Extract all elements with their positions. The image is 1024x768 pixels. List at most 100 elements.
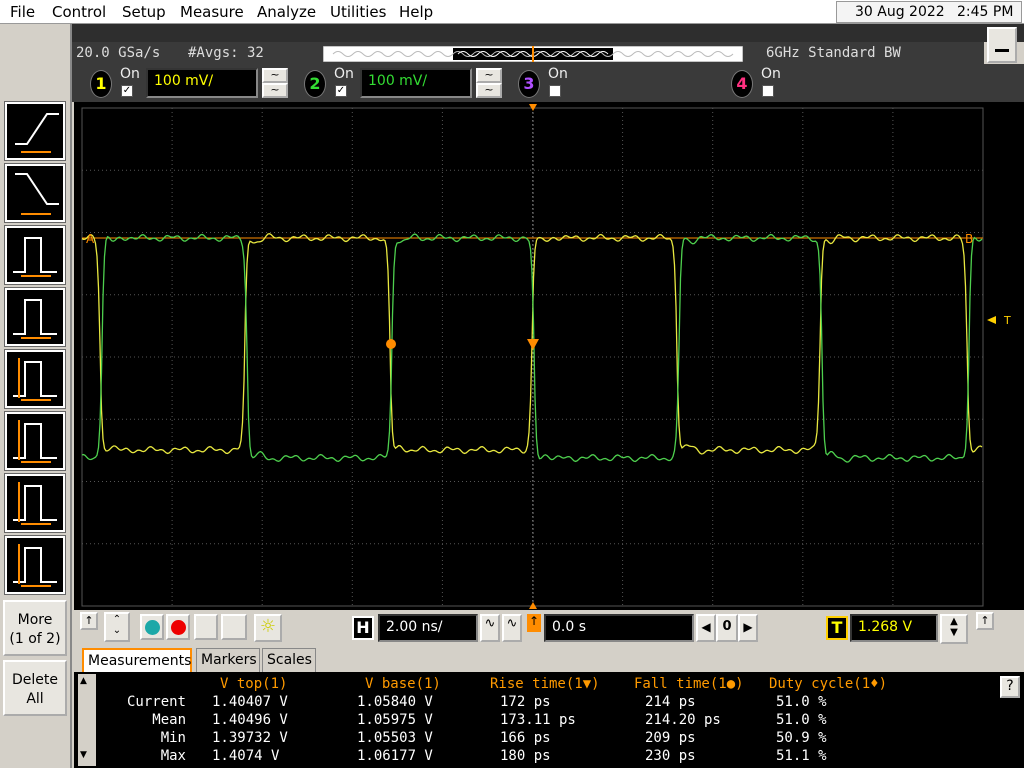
minimize-button[interactable] [987, 27, 1017, 63]
tab[interactable]: Scales [262, 648, 316, 672]
marker-a-label: A [86, 232, 95, 246]
trigger-label: T [1003, 314, 1011, 327]
measurement-value: 180 ps [500, 748, 551, 764]
menu-item[interactable]: File [10, 3, 36, 21]
rise-marker [527, 339, 539, 350]
timebase-position[interactable]: 0.0 s [544, 614, 694, 642]
measure-tool[interactable] [4, 225, 66, 285]
channel-badge[interactable]: 2 [304, 70, 326, 98]
color-button[interactable] [140, 614, 164, 640]
side-button[interactable] [3, 600, 67, 656]
measurement-value: 1.39732 V [212, 730, 288, 746]
help-button[interactable]: ? [1000, 676, 1020, 698]
step-value[interactable]: 0 [716, 614, 738, 642]
channel-badge[interactable]: 1 [90, 70, 112, 98]
measure-tool[interactable] [4, 473, 66, 533]
trigger-arrow [987, 316, 996, 324]
autoscale-button[interactable]: ☼ [254, 614, 282, 642]
tab[interactable]: Measurements [82, 648, 192, 672]
menu-item[interactable]: Measure [180, 3, 244, 21]
scroll-up[interactable]: ↑ [80, 612, 98, 630]
channel-checkbox[interactable]: ✓ [121, 85, 133, 97]
step-right[interactable]: ▶ [738, 614, 758, 642]
channel-scale[interactable]: 100 mV/ [360, 68, 472, 98]
channel-state: On [761, 66, 781, 82]
coupling-dc[interactable]: ~ [262, 83, 288, 98]
measure-tool[interactable] [4, 535, 66, 595]
channel-scale[interactable]: 100 mV/ [146, 68, 258, 98]
trigger-spin[interactable]: ▲ ▼ [940, 614, 968, 644]
column-header: Fall time(1●) [634, 676, 744, 692]
trigger-icon: T [826, 616, 848, 640]
menu-item[interactable]: Control [52, 3, 107, 21]
menu-item[interactable]: Setup [122, 3, 166, 21]
side-button-sublabel: (1 of 2) [9, 631, 61, 647]
step-left[interactable]: ◀ [696, 614, 716, 642]
measurement-value: 166 ps [500, 730, 551, 746]
delay-marker: ↑ [527, 614, 541, 632]
measurement-panel [74, 672, 1024, 768]
measurement-value: 214.20 ps [645, 712, 721, 728]
delay-marker-bottom [529, 602, 537, 609]
timebase-scale[interactable]: 2.00 ns/ [378, 614, 478, 642]
side-button[interactable] [3, 660, 67, 716]
fine[interactable]: ∿ [480, 614, 500, 642]
strip [72, 24, 1024, 42]
channel-state: On [120, 66, 140, 82]
row-label: Current [126, 694, 186, 710]
spin[interactable]: ⌃ ⌄ [104, 612, 130, 642]
measurement-value: 1.40407 V [212, 694, 288, 710]
menu-item[interactable]: Utilities [330, 3, 387, 21]
channel-checkbox[interactable] [549, 85, 561, 97]
stop-button[interactable] [166, 614, 190, 640]
channel-checkbox[interactable]: ✓ [335, 85, 347, 97]
measurement-value: 209 ps [645, 730, 696, 746]
averages: #Avgs: 32 [188, 45, 264, 61]
row-label: Mean [152, 712, 186, 728]
measurement-value: 214 ps [645, 694, 696, 710]
overview [323, 46, 743, 62]
coupling-ac[interactable]: ~ [476, 68, 502, 83]
scroll-up-2[interactable]: ↑ [976, 612, 994, 630]
measurement-value: 50.9 % [776, 730, 827, 746]
coarse[interactable]: ∿ [502, 614, 522, 642]
measurement-value: 1.05975 V [357, 712, 433, 728]
column-header: Rise time(1▼) [490, 676, 600, 692]
measurement-value: 172 ps [500, 694, 551, 710]
print-button[interactable] [221, 614, 247, 640]
screen-bg [74, 102, 1024, 610]
bandwidth: 6GHz Standard BW [766, 45, 901, 61]
coupling-dc[interactable]: ~ [476, 83, 502, 98]
menu-item[interactable]: Help [399, 3, 434, 21]
measure-tool[interactable] [4, 287, 66, 347]
scrollbar[interactable]: ▲ ▼ [78, 674, 96, 766]
channel-state: On [548, 66, 568, 82]
measurement-value: 51.0 % [776, 694, 827, 710]
measurement-value: 1.06177 V [357, 748, 433, 764]
delay-marker [529, 104, 537, 111]
menu-item[interactable]: Analyze [257, 3, 317, 21]
fall-marker [386, 339, 396, 349]
coupling-ac[interactable]: ~ [262, 68, 288, 83]
channel-badge[interactable]: 3 [518, 70, 540, 98]
clock: 30 Aug 2022 2:45 PM [836, 1, 1022, 23]
measure-tool[interactable] [4, 101, 66, 161]
side-button-sublabel: All [26, 691, 44, 707]
measurement-value: 230 ps [645, 748, 696, 764]
measure-tool[interactable] [4, 411, 66, 471]
measurement-value: 173.11 ps [500, 712, 576, 728]
measurement-value: 1.40496 V [212, 712, 288, 728]
column-header: V top(1) [220, 676, 288, 692]
channel-badge[interactable]: 4 [731, 70, 753, 98]
row-label: Min [160, 730, 186, 746]
trigger-level[interactable]: 1.268 V [850, 614, 938, 642]
measurement-value: 51.1 % [776, 748, 827, 764]
tab[interactable]: Markers [196, 648, 260, 672]
column-header: V base(1) [365, 676, 441, 692]
measure-tool[interactable] [4, 349, 66, 409]
single-button[interactable] [194, 614, 218, 640]
measure-tool[interactable] [4, 163, 66, 223]
sample-rate: 20.0 GSa/s [76, 45, 161, 61]
channel-checkbox[interactable] [762, 85, 774, 97]
